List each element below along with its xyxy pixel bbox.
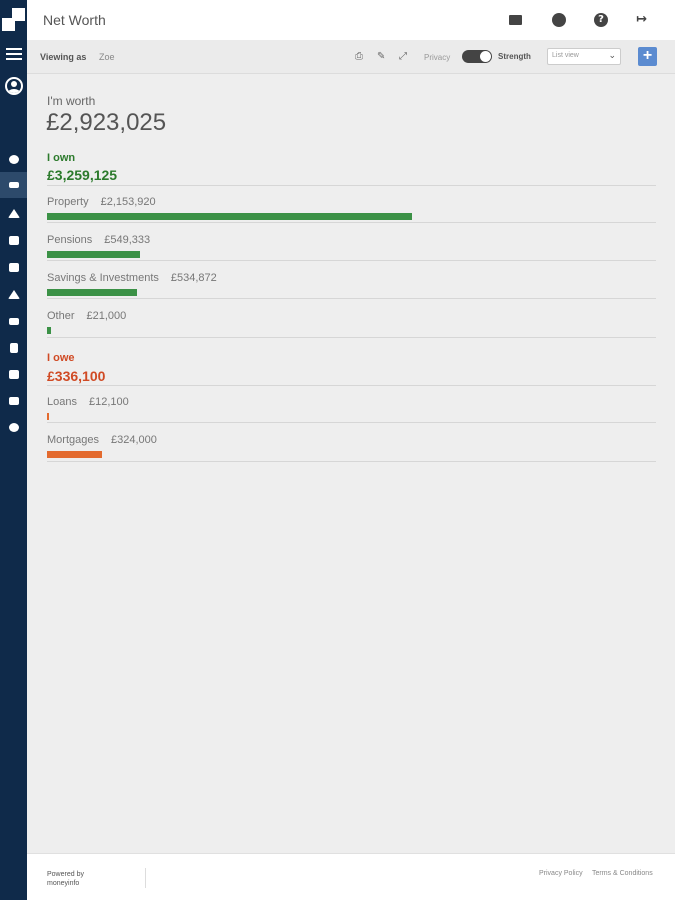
logout-icon[interactable]: ↦ — [636, 12, 647, 27]
asset-item[interactable]: Property £2,153,920 — [47, 196, 656, 220]
terms-link[interactable]: Terms & Conditions — [592, 870, 653, 877]
asset-name: Property — [47, 196, 89, 208]
mail-icon[interactable] — [0, 311, 27, 331]
divider — [47, 222, 656, 223]
liability-item[interactable]: Mortgages £324,000 — [47, 434, 656, 458]
print-icon[interactable]: ⎙ — [355, 51, 363, 62]
liability-name: Loans — [47, 396, 77, 408]
viewing-as-name: Zoe — [99, 52, 115, 62]
briefcase-icon[interactable] — [0, 391, 27, 411]
powered-by: Powered by moneyinfo — [47, 870, 84, 888]
page-title: Net Worth — [43, 12, 106, 28]
bank-icon[interactable] — [0, 203, 27, 223]
footer-divider — [145, 868, 146, 888]
asset-name: Pensions — [47, 234, 93, 246]
divider — [47, 461, 656, 462]
powered-by-line: Powered by — [47, 871, 84, 878]
asset-amount: £534,872 — [170, 272, 217, 284]
chart-icon[interactable] — [0, 257, 27, 277]
toolbar: Viewing as Zoe ⎙ ✎ ⤢ Privacy Strength Li… — [27, 40, 675, 74]
dashboard-icon[interactable] — [0, 149, 27, 169]
help-icon[interactable]: ? — [594, 13, 608, 27]
sidebar — [0, 0, 27, 900]
worth-label: I'm worth — [47, 94, 96, 108]
footer: Powered by moneyinfo Privacy Policy Term… — [27, 853, 675, 900]
liability-amount: £324,000 — [110, 434, 157, 446]
divider — [47, 385, 656, 386]
edit-icon[interactable]: ✎ — [377, 51, 386, 62]
view-select[interactable]: List view ⌄ — [547, 48, 621, 65]
net-worth-icon[interactable] — [0, 172, 27, 198]
liability-bar — [47, 451, 102, 458]
own-total: £3,259,125 — [47, 167, 118, 183]
asset-name: Other — [47, 310, 75, 322]
liability-amount: £12,100 — [88, 396, 129, 408]
umbrella-icon[interactable] — [0, 284, 27, 304]
menu-icon[interactable] — [0, 44, 27, 64]
divider — [47, 422, 656, 423]
owe-total: £336,100 — [47, 368, 106, 384]
liability-item[interactable]: Loans £12,100 — [47, 396, 656, 420]
shield-icon[interactable] — [0, 417, 27, 437]
document-icon[interactable] — [0, 338, 27, 358]
privacy-toggle[interactable] — [462, 50, 492, 63]
privacy-label: Privacy — [424, 53, 451, 62]
strength-label: Strength — [498, 52, 531, 61]
asset-item[interactable]: Pensions £549,333 — [47, 234, 656, 258]
user-icon[interactable] — [0, 76, 27, 96]
powered-by-brand: moneyinfo — [47, 880, 80, 887]
calendar-icon[interactable] — [0, 364, 27, 384]
view-select-value: List view — [552, 52, 579, 59]
logo[interactable] — [2, 8, 25, 31]
worth-value: £2,923,025 — [46, 109, 167, 136]
divider — [47, 185, 656, 186]
asset-amount: £21,000 — [86, 310, 127, 322]
plus-icon: + — [642, 47, 653, 64]
divider — [47, 337, 656, 338]
liability-name: Mortgages — [47, 434, 99, 446]
top-bar: Net Worth ? ↦ — [27, 0, 675, 40]
own-label: I own — [47, 152, 76, 164]
account-icon[interactable] — [552, 13, 566, 27]
property-icon[interactable] — [0, 230, 27, 250]
asset-amount: £2,153,920 — [100, 196, 156, 208]
asset-bar — [47, 289, 137, 296]
privacy-policy-link[interactable]: Privacy Policy — [539, 870, 583, 877]
asset-bar — [47, 251, 140, 258]
asset-bar — [47, 213, 412, 220]
asset-item[interactable]: Savings & Investments £534,872 — [47, 272, 656, 296]
liability-bar — [47, 413, 49, 420]
asset-name: Savings & Investments — [47, 272, 159, 284]
asset-amount: £549,333 — [104, 234, 151, 246]
viewing-as-label: Viewing as — [40, 52, 87, 62]
mail-icon[interactable] — [509, 15, 522, 25]
divider — [47, 298, 656, 299]
chevron-down-icon: ⌄ — [608, 51, 616, 61]
asset-bar — [47, 327, 51, 334]
expand-icon[interactable]: ⤢ — [399, 51, 407, 62]
owe-label: I owe — [47, 352, 75, 364]
divider — [47, 260, 656, 261]
add-button[interactable]: + — [638, 47, 657, 66]
asset-item[interactable]: Other £21,000 — [47, 310, 656, 334]
